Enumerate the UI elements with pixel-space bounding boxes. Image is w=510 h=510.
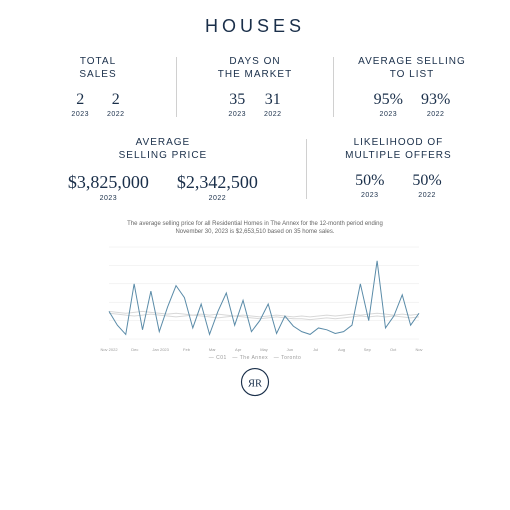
stat-value-2023: 50% <box>355 172 384 190</box>
rr-logo-icon: ЯR <box>240 367 270 397</box>
stat-year: 2022 <box>412 192 441 199</box>
svg-text:Dec: Dec <box>131 347 138 352</box>
svg-text:Apr: Apr <box>235 347 242 352</box>
svg-text:Aug: Aug <box>338 347 345 352</box>
stat-label: LIKELIHOOD OFMULTIPLE OFFERS <box>313 136 484 162</box>
stat-days-on-market: DAYS ONTHE MARKET 35 2023 31 2022 <box>177 55 333 118</box>
svg-text:Jun: Jun <box>287 347 293 352</box>
stat-value-2022: 50% <box>412 172 441 190</box>
stat-value-2022: 31 <box>264 91 282 109</box>
logo: ЯR <box>20 367 490 402</box>
stat-year: 2023 <box>355 192 384 199</box>
svg-text:Jan 2023: Jan 2023 <box>152 347 169 352</box>
stat-selling-to-list: AVERAGE SELLINGTO LIST 95% 2023 93% 2022 <box>334 55 490 118</box>
stat-value-2022: $2,342,500 <box>177 172 258 193</box>
stat-value-2022: 2 <box>107 91 125 109</box>
stat-year: 2023 <box>71 111 89 118</box>
stat-year: 2023 <box>68 195 149 202</box>
stat-year: 2023 <box>374 111 403 118</box>
svg-text:Nov: Nov <box>415 347 422 352</box>
svg-text:Oct: Oct <box>390 347 397 352</box>
stat-multiple-offers: LIKELIHOOD OFMULTIPLE OFFERS 50% 2023 50%… <box>307 136 490 202</box>
svg-text:ЯR: ЯR <box>248 378 262 389</box>
stat-year: 2022 <box>264 111 282 118</box>
stat-year: 2022 <box>107 111 125 118</box>
stat-total-sales: TOTALSALES 2 2023 2 2022 <box>20 55 176 118</box>
svg-text:Feb: Feb <box>183 347 191 352</box>
stat-value-2022: 93% <box>421 91 450 109</box>
svg-text:Sep: Sep <box>364 347 372 352</box>
svg-text:Nov 2022: Nov 2022 <box>100 347 118 352</box>
stat-year: 2022 <box>177 195 258 202</box>
stat-avg-selling-price: AVERAGESELLING PRICE $3,825,000 2023 $2,3… <box>20 136 306 202</box>
stats-row-2: AVERAGESELLING PRICE $3,825,000 2023 $2,3… <box>20 136 490 202</box>
page-title: HOUSES <box>20 16 490 37</box>
svg-text:Mar: Mar <box>209 347 217 352</box>
stat-value-2023: 2 <box>71 91 89 109</box>
svg-text:Jul: Jul <box>313 347 318 352</box>
stat-label: AVERAGE SELLINGTO LIST <box>340 55 484 81</box>
stat-label: DAYS ONTHE MARKET <box>183 55 327 81</box>
chart-caption: The average selling price for all Reside… <box>85 220 425 237</box>
chart-legend: — C01 — The Annex — Toronto <box>20 355 490 361</box>
stat-value-2023: 35 <box>228 91 246 109</box>
stat-value-2023: 95% <box>374 91 403 109</box>
stat-label: TOTALSALES <box>26 55 170 81</box>
stat-label: AVERAGESELLING PRICE <box>26 136 300 162</box>
svg-text:May: May <box>260 347 268 352</box>
stat-value-2023: $3,825,000 <box>68 172 149 193</box>
stat-year: 2022 <box>421 111 450 118</box>
stat-year: 2023 <box>228 111 246 118</box>
price-chart: Nov 2022 Dec Jan 2023 Feb Mar Apr May Jun Jul Aug… <box>85 243 425 353</box>
stats-row-1: TOTALSALES 2 2023 2 2022 DAYS ONTHE MARKET… <box>20 55 490 118</box>
